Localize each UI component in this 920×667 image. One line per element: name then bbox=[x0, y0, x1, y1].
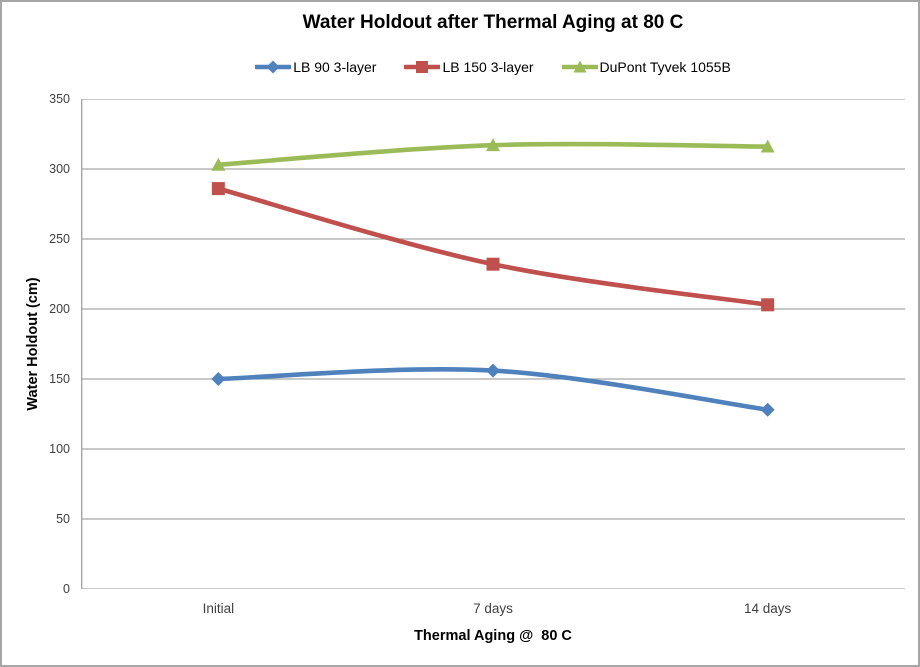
triangle-marker-icon bbox=[573, 60, 587, 73]
triangle-marker-icon bbox=[211, 157, 226, 171]
legend-square-swatch-icon bbox=[404, 61, 441, 73]
x-category-label: Initial bbox=[202, 601, 235, 616]
x-category-label: 14 days bbox=[744, 601, 792, 616]
legend-item: LB 90 3-layer bbox=[255, 59, 376, 75]
diamond-marker-icon bbox=[760, 402, 775, 417]
plot-svg bbox=[80, 98, 905, 590]
y-tick-label: 300 bbox=[49, 162, 70, 176]
y-tick-label: 350 bbox=[49, 92, 70, 106]
legend-item: DuPont Tyvek 1055B bbox=[561, 59, 731, 75]
chart-legend: LB 90 3-layer LB 150 3-layer DuPont Tyvek … bbox=[81, 55, 905, 79]
legend-triangle-swatch-icon bbox=[561, 60, 598, 73]
legend-label: DuPont Tyvek 1055B bbox=[599, 59, 731, 75]
diamond-marker-icon bbox=[211, 372, 226, 386]
chart-title: Water Holdout after Thermal Aging at 80 … bbox=[302, 12, 684, 33]
plot-area bbox=[80, 98, 905, 590]
triangle-marker-icon bbox=[486, 138, 500, 152]
y-axis-title: Water Holdout (cm) bbox=[25, 277, 41, 411]
legend-diamond-swatch-icon bbox=[255, 60, 292, 74]
square-marker-icon bbox=[211, 182, 225, 196]
y-tick-label: 50 bbox=[56, 512, 70, 526]
diamond-marker-icon bbox=[266, 60, 280, 74]
square-marker-icon bbox=[761, 298, 775, 312]
square-marker-icon bbox=[416, 61, 429, 73]
series-line-lb-150-3-layer bbox=[216, 186, 770, 308]
y-tick-label: 0 bbox=[63, 582, 70, 596]
y-tick-label: 150 bbox=[49, 372, 70, 386]
diamond-marker-icon bbox=[486, 363, 500, 378]
y-tick-label: 250 bbox=[49, 232, 70, 246]
legend-label: LB 90 3-layer bbox=[293, 59, 377, 75]
x-axis-title: Thermal Aging @ 80 C bbox=[414, 628, 572, 644]
triangle-marker-icon bbox=[760, 139, 775, 153]
y-tick-label: 200 bbox=[49, 302, 70, 316]
square-marker-icon bbox=[486, 257, 500, 271]
legend-item: LB 150 3-layer bbox=[404, 59, 534, 75]
x-category-label: 7 days bbox=[473, 601, 513, 616]
y-tick-label: 100 bbox=[49, 442, 70, 456]
legend-label: LB 150 3-layer bbox=[442, 59, 534, 75]
